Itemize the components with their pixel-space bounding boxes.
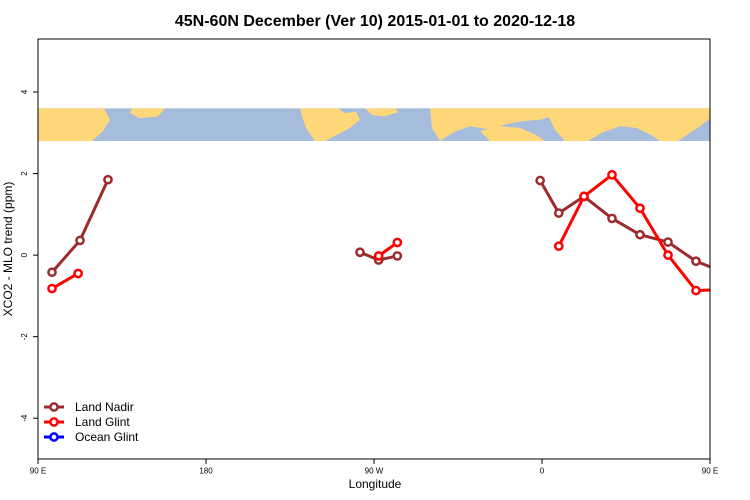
legend-marker-land-nadir [49,402,59,412]
data-point-land-glint [635,203,645,214]
map-land [365,108,398,117]
map-land [430,108,556,141]
data-point-land-glint [47,283,57,294]
series-layer [47,169,746,296]
y-tick-label: -4 [20,414,29,422]
legend-marker-land-glint [49,417,59,427]
data-point-land-nadir [75,235,85,246]
data-point-land-nadir [47,267,57,278]
map-land [130,108,165,119]
series-land-glint [47,169,746,296]
world-map-band [38,108,710,141]
data-point-land-nadir [355,247,365,258]
map-land [38,108,110,141]
data-point-land-glint [663,250,673,260]
map-land [300,108,360,141]
x-axis: 90 E 180 90 W 0 90 E [30,459,718,476]
legend-marker-ocean-glint [49,432,59,442]
data-point-land-nadir [535,175,545,186]
x-tick-label: 90 E [702,467,718,476]
data-point-land-nadir [663,237,673,247]
plot-frame [37,38,711,460]
legend-label-land-glint: Land Glint [75,415,130,429]
data-point-land-nadir [635,229,645,240]
data-point-land-glint [720,286,727,293]
data-point-land-nadir [691,256,701,267]
legend-label-land-nadir: Land Nadir [75,400,134,414]
data-point-land-nadir [720,269,727,276]
data-point-land-nadir [553,208,564,218]
y-axis: -4 -2 0 2 4 [20,89,38,422]
chart-title: 45N-60N December (Ver 10) 2015-01-01 to … [175,13,575,30]
y-tick-label: 4 [20,89,29,94]
series-line-land-glint [557,173,710,293]
x-tick-label: 90 W [365,467,384,476]
x-axis-label: Longitude [349,477,402,491]
y-tick-label: 0 [20,252,29,257]
series-line-land-nadir [50,179,110,274]
series-land-nadir [47,174,727,278]
map-land [548,108,710,141]
series-line-land-nadir [538,179,710,269]
data-point-land-glint [607,169,617,180]
x-tick-label: 180 [199,467,213,476]
data-point-land-glint [739,270,746,277]
data-point-land-nadir [607,213,617,224]
y-tick-label: 2 [20,171,29,176]
data-point-land-glint [73,268,83,279]
data-point-land-glint [579,191,589,202]
y-axis-label: XCO2 - MLO trend (ppm) [1,182,15,317]
x-tick-label: 0 [540,467,545,476]
map-land [480,126,545,141]
data-point-land-nadir [103,174,113,185]
data-point-land-glint [553,241,564,251]
data-point-land-glint [691,285,701,296]
data-point-land-nadir [392,251,403,261]
x-tick-label: 90 E [30,467,46,476]
data-point-land-glint [392,237,403,248]
data-point-land-glint [373,251,384,261]
y-tick-label: -2 [20,333,29,341]
series-line-land-glint [51,272,79,290]
legend-label-ocean-glint: Ocean Glint [75,430,139,444]
